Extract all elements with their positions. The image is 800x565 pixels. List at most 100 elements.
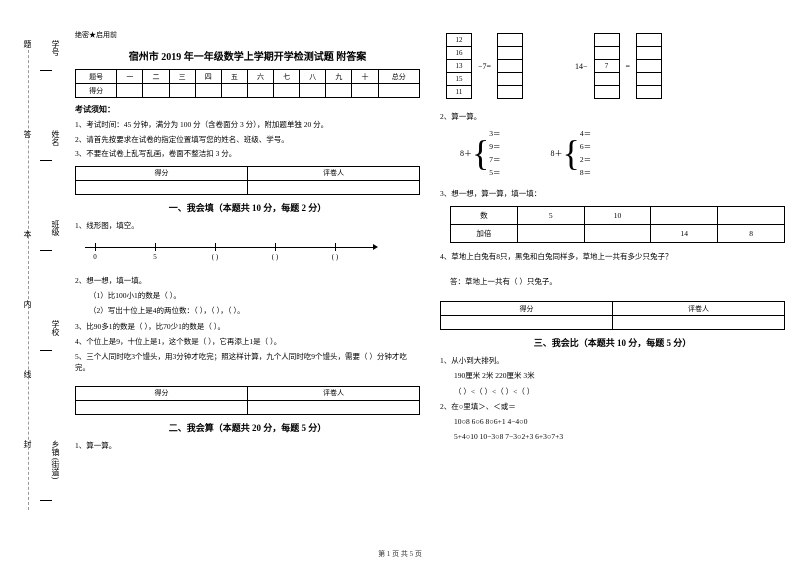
brace-row: 8＋ { 3＝ 9＝ 7＝ 5＝ 8＋ { 4＝ 6＝ 2＝ 8＝: [460, 128, 785, 178]
section2-title: 二、我会算（本题共 20 分，每题 5 分）: [75, 421, 420, 434]
mh: 评卷人: [248, 166, 420, 180]
score-table: 题号 一 二 三 四 五 六 七 八 九 十 总分 得分: [75, 69, 420, 98]
arrow-icon: [373, 244, 378, 250]
td: 10: [584, 206, 651, 224]
bi: 9＝: [489, 141, 500, 152]
side-underline: [40, 160, 52, 161]
cell: 11: [446, 85, 472, 99]
th: 一: [117, 70, 143, 84]
bi: 8＝: [580, 167, 591, 178]
brace-group-2: 8＋ { 4＝ 6＝ 2＝ 8＝: [551, 128, 592, 178]
q3-1b: （ ）<（ ）<（ ）<（ ）: [440, 386, 785, 397]
td: 数: [451, 206, 518, 224]
side-label-id: 学号: [50, 40, 61, 56]
q1-1: 1、线形图，填空。: [75, 220, 420, 231]
right-column: 12 16 13 15 11 −7= 14− 7 = 2、算一算。: [440, 30, 785, 530]
brace-icon: {: [563, 135, 580, 171]
minus-label: −7=: [478, 62, 491, 71]
brace-group-1: 8＋ { 3＝ 9＝ 7＝ 5＝: [460, 128, 501, 178]
side-label-school: 学校: [50, 320, 61, 336]
prefix: 8＋: [551, 148, 563, 159]
side-underline: [40, 70, 52, 71]
bi: 3＝: [489, 128, 500, 139]
td[interactable]: [517, 224, 584, 242]
q3-2: 2、在○里填＞、＜或＝: [440, 401, 785, 412]
axis: [85, 247, 375, 248]
q2-1: 1、算一算。: [75, 440, 420, 451]
side-underline: [40, 250, 52, 251]
th: 六: [247, 70, 273, 84]
q2-4: 4、草地上白兔有8只，黑兔和白兔同样多，草地上一共有多少只兔子？: [440, 251, 785, 262]
seal-char: 封: [22, 440, 33, 448]
cell: 13: [446, 59, 472, 73]
notice-line: 1、考试时间：45 分钟，满分为 100 分（含卷面分 3 分），附加题单独 2…: [75, 120, 420, 131]
th: 七: [274, 70, 300, 84]
notice-line: 2、请首先按要求在试卷的指定位置填写您的姓名、班级、学号。: [75, 135, 420, 146]
seal-char: 题: [22, 40, 33, 48]
exam-title: 宿州市 2019 年一年级数学上学期开学检测试题 附答案: [75, 48, 420, 63]
side-underline: [40, 350, 52, 351]
q2-2: 2、算一算。: [440, 111, 785, 122]
tick-label: ( ): [332, 253, 338, 261]
double-table: 数 5 10 加倍 14 8: [450, 206, 785, 243]
cell: 7: [594, 59, 620, 73]
side-label-town: 乡镇 (街道): [50, 440, 61, 479]
seal-char: 线: [22, 370, 33, 378]
page-footer: 第 1 页 共 5 页: [0, 549, 800, 559]
cell: 16: [446, 46, 472, 60]
th: 题号: [76, 70, 117, 84]
th: 五: [221, 70, 247, 84]
notice-heading: 考试须知：: [75, 104, 420, 115]
bi: 4＝: [580, 128, 591, 139]
cell: 15: [446, 72, 472, 86]
tick-label: ( ): [272, 253, 278, 261]
th: 二: [143, 70, 169, 84]
calc-row: 12 16 13 15 11 −7= 14− 7 =: [446, 34, 785, 99]
grader-box: 得分评卷人: [75, 166, 420, 195]
q2-3: 3、想一想，算一算，填一填：: [440, 188, 785, 199]
side-label-class: 班级: [50, 220, 61, 236]
page-content: 绝密★启用前 宿州市 2019 年一年级数学上学期开学检测试题 附答案 题号 一…: [75, 30, 785, 530]
q3-1: 1、从小到大排列。: [440, 355, 785, 366]
side-label-name: 姓名: [50, 130, 61, 146]
mh: 评卷人: [613, 302, 785, 316]
bi: 2＝: [580, 154, 591, 165]
td: 得分: [76, 84, 117, 98]
q1-4: 4、个位上是9，十位上是1，这个数是（ ），它再添上1是（ ）。: [75, 336, 420, 347]
number-line: 0 5 ( ) ( ) ( ): [85, 237, 385, 267]
seal-char: 答: [22, 130, 33, 138]
th: 九: [326, 70, 352, 84]
grader-box: 得分评卷人: [440, 301, 785, 330]
ans-stack: [497, 34, 523, 99]
td: 5: [517, 206, 584, 224]
td[interactable]: [718, 206, 785, 224]
q3-2b: 5+4○10 10−3○8 7−3○2+3 6+3○7+3: [440, 431, 785, 442]
td: 14: [651, 224, 718, 242]
tick-label: 0: [93, 253, 97, 261]
left-column: 绝密★启用前 宿州市 2019 年一年级数学上学期开学检测试题 附答案 题号 一…: [75, 30, 420, 530]
q1-2b: （2）写出十位上是4的两位数：（ ），（ ），（ ）。: [75, 305, 420, 316]
q3-2a: 10○8 6○6 8○6+1 4−4○0: [440, 416, 785, 427]
bi: 6＝: [580, 141, 591, 152]
brace-icon: {: [472, 135, 489, 171]
mh: 得分: [76, 386, 248, 400]
bi: 7＝: [489, 154, 500, 165]
tick-label: ( ): [212, 253, 218, 261]
td[interactable]: [584, 224, 651, 242]
th: 三: [169, 70, 195, 84]
mh: 得分: [76, 166, 248, 180]
q3-1a: 190厘米 2米 220厘米 3米: [440, 370, 785, 381]
section3-title: 三、我会比（本题共 10 分，每题 5 分）: [440, 336, 785, 349]
binding-sidebar: 学号 姓名 班级 学校 乡镇 (街道) 题 答 本 内 线 封: [0, 0, 70, 530]
notice-line: 3、不要在试卷上乱写乱画，卷面不整洁扣 3 分。: [75, 149, 420, 160]
seal-char: 本: [22, 230, 33, 238]
tick-label: 5: [153, 253, 157, 261]
td[interactable]: [651, 206, 718, 224]
cell: 12: [446, 33, 472, 47]
th: 十: [352, 70, 378, 84]
eq-label: 14−: [575, 62, 588, 71]
ans-stack2: [636, 34, 662, 99]
table-row: 数 5 10: [451, 206, 785, 224]
mh: 评卷人: [248, 386, 420, 400]
td: 加倍: [451, 224, 518, 242]
